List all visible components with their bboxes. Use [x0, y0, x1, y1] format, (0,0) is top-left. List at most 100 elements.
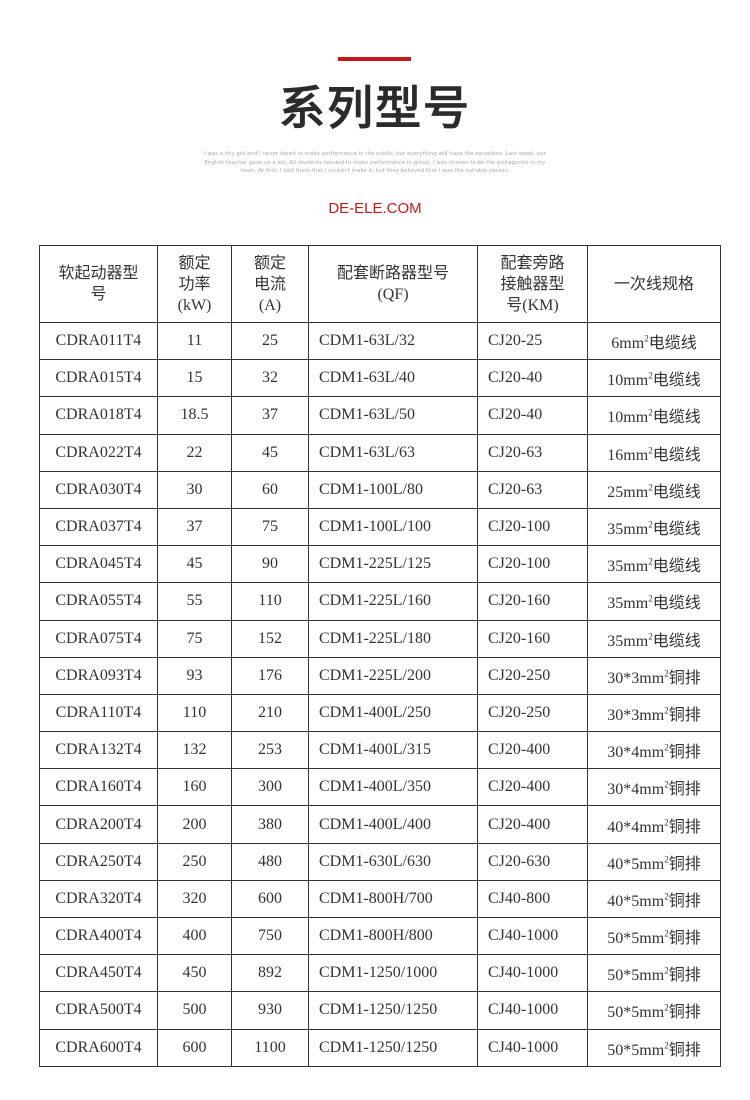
table-cell: CDM1-800H/700 [308, 879, 478, 919]
table-row: CDRA320T4 320 600 CDM1-800H/700 CJ40-800 40*5… [39, 879, 721, 919]
table-cell: 400 [157, 916, 232, 956]
cable-spec-cell: 30*4mm2铜排 [587, 768, 721, 807]
table-cell: CDM1-400L/400 [308, 805, 478, 844]
cable-spec-cell: 30*3mm2铜排 [587, 693, 721, 733]
table-cell: 11 [157, 321, 232, 361]
table-cell: 500 [157, 991, 232, 1030]
column-header: 配套旁路接触器型号(KM) [477, 245, 588, 323]
table-cell: 1100 [231, 1028, 309, 1067]
cable-size: 35mm [607, 595, 649, 613]
table-cell: 93 [157, 656, 232, 695]
cable-material: 电缆线 [652, 446, 701, 464]
column-header-label: 配套断路器型号(QF) [336, 265, 449, 303]
superscript: 2 [664, 854, 669, 865]
table-cell: CJ20-63 [477, 433, 588, 472]
table-cell: 600 [157, 1028, 232, 1067]
column-header-label: 额定功率(kW) [177, 254, 212, 314]
table-row: CDRA250T4 250 480 CDM1-630L/630 CJ20-630 40*5… [39, 842, 721, 881]
column-header-label: 额定电流(A) [253, 254, 286, 314]
cable-material: 铜排 [668, 967, 701, 985]
table-cell: 253 [231, 731, 309, 770]
table-cell: 600 [231, 879, 309, 919]
table-cell: CDM1-400L/315 [308, 731, 478, 770]
table-cell: 22 [157, 433, 232, 472]
table-cell: CJ20-250 [477, 656, 588, 695]
table-cell: CDM1-400L/250 [308, 693, 478, 733]
superscript: 2 [664, 1003, 669, 1014]
table-cell: 55 [157, 582, 232, 621]
cable-material: 铜排 [668, 669, 701, 687]
cable-spec-cell: 50*5mm2铜排 [587, 991, 721, 1030]
table-row: CDRA160T4 160 300 CDM1-400L/350 CJ20-400 30*4… [39, 768, 721, 807]
cable-spec-cell: 10mm2电缆线 [587, 396, 721, 435]
superscript: 2 [664, 742, 669, 753]
cable-material: 电缆线 [648, 335, 697, 353]
table-cell: 60 [231, 470, 309, 509]
cable-material: 铜排 [668, 781, 701, 799]
table-cell: CDM1-63L/40 [308, 359, 478, 398]
table-cell: CDRA110T4 [39, 693, 158, 733]
superscript: 2 [648, 408, 653, 419]
cable-spec-cell: 50*5mm2铜排 [587, 1028, 721, 1067]
table-cell: CJ40-1000 [477, 916, 588, 956]
column-header-label: 软起动器型号 [58, 265, 139, 303]
table-row: CDRA600T4 600 1100 CDM1-1250/1250 CJ40-1000 5… [39, 1028, 721, 1067]
cable-spec-cell: 16mm2电缆线 [587, 433, 721, 472]
table-cell: CJ40-1000 [477, 1028, 588, 1067]
table-cell: CJ20-400 [477, 805, 588, 844]
table-cell: 200 [157, 805, 232, 844]
cable-spec-cell: 40*4mm2铜排 [587, 805, 721, 844]
table-cell: CDRA030T4 [39, 470, 158, 509]
table-cell: CDRA320T4 [39, 879, 158, 919]
site-name: DE-ELE.COM [328, 200, 422, 217]
table-row: CDRA132T4 132 253 CDM1-400L/315 CJ20-400 30*4… [39, 731, 721, 770]
table-cell: CDRA045T4 [39, 545, 158, 584]
table-cell: CJ20-160 [477, 619, 588, 658]
table-cell: 45 [231, 433, 309, 472]
superscript: 2 [664, 891, 669, 902]
column-header-label: 一次线规格 [613, 275, 694, 293]
table-cell: CDM1-225L/125 [308, 545, 478, 584]
table-cell: CJ40-1000 [477, 954, 588, 993]
cable-spec-cell: 50*5mm2铜排 [587, 954, 721, 993]
cable-material: 铜排 [668, 855, 701, 873]
table-cell: CDM1-630L/630 [308, 842, 478, 881]
cable-size: 50*5mm [607, 1041, 665, 1059]
table-cell: CDM1-800H/800 [308, 916, 478, 956]
table-row: CDRA045T4 45 90 CDM1-225L/125 CJ20-100 35mm2电… [39, 545, 721, 584]
table-cell: 160 [157, 768, 232, 807]
table-cell: CJ20-40 [477, 396, 588, 435]
table-cell: CDRA075T4 [39, 619, 158, 658]
title-accent-bar [338, 57, 411, 61]
table-row: CDRA015T4 15 32 CDM1-63L/40 CJ20-40 10mm2电缆线 [39, 359, 721, 398]
table-cell: CDRA093T4 [39, 656, 158, 695]
cable-spec-cell: 30*4mm2铜排 [587, 731, 721, 770]
cable-spec-cell: 40*5mm2铜排 [587, 879, 721, 919]
cable-spec-cell: 35mm2电缆线 [587, 582, 721, 621]
table-cell: CDRA400T4 [39, 916, 158, 956]
table-row: CDRA450T4 450 892 CDM1-1250/1000 CJ40-1000 50… [39, 954, 721, 993]
cable-spec-cell: 50*5mm2铜排 [587, 916, 721, 956]
page-title: 系列型号 [279, 81, 471, 135]
table-cell: 250 [157, 842, 232, 881]
table-cell: CDRA011T4 [39, 321, 158, 361]
cable-size: 6mm [611, 335, 645, 353]
cable-size: 25mm [607, 483, 649, 501]
table-row: CDRA400T4 400 750 CDM1-800H/800 CJ40-1000 50*… [39, 916, 721, 956]
table-cell: 45 [157, 545, 232, 584]
table-header-row: 软起动器型号 额定功率(kW) 额定电流(A) 配套断路器型号(QF) 配套旁路接触器型… [39, 245, 721, 323]
table-cell: 480 [231, 842, 309, 881]
table-cell: 32 [231, 359, 309, 398]
table-row: CDRA018T4 18.5 37 CDM1-63L/50 CJ20-40 10mm2电缆… [39, 396, 721, 435]
cable-size: 35mm [607, 558, 649, 576]
table-cell: CDM1-1250/1250 [308, 1028, 478, 1067]
cable-size: 50*5mm [607, 1004, 665, 1022]
table-cell: CDRA450T4 [39, 954, 158, 993]
superscript: 2 [648, 594, 653, 605]
table-row: CDRA030T4 30 60 CDM1-100L/80 CJ20-63 25mm2电缆线 [39, 470, 721, 509]
table-cell: 30 [157, 470, 232, 509]
table-cell: CDM1-63L/50 [308, 396, 478, 435]
cable-size: 10mm [607, 372, 649, 390]
column-header: 软起动器型号 [39, 245, 158, 323]
cable-size: 10mm [607, 409, 649, 427]
